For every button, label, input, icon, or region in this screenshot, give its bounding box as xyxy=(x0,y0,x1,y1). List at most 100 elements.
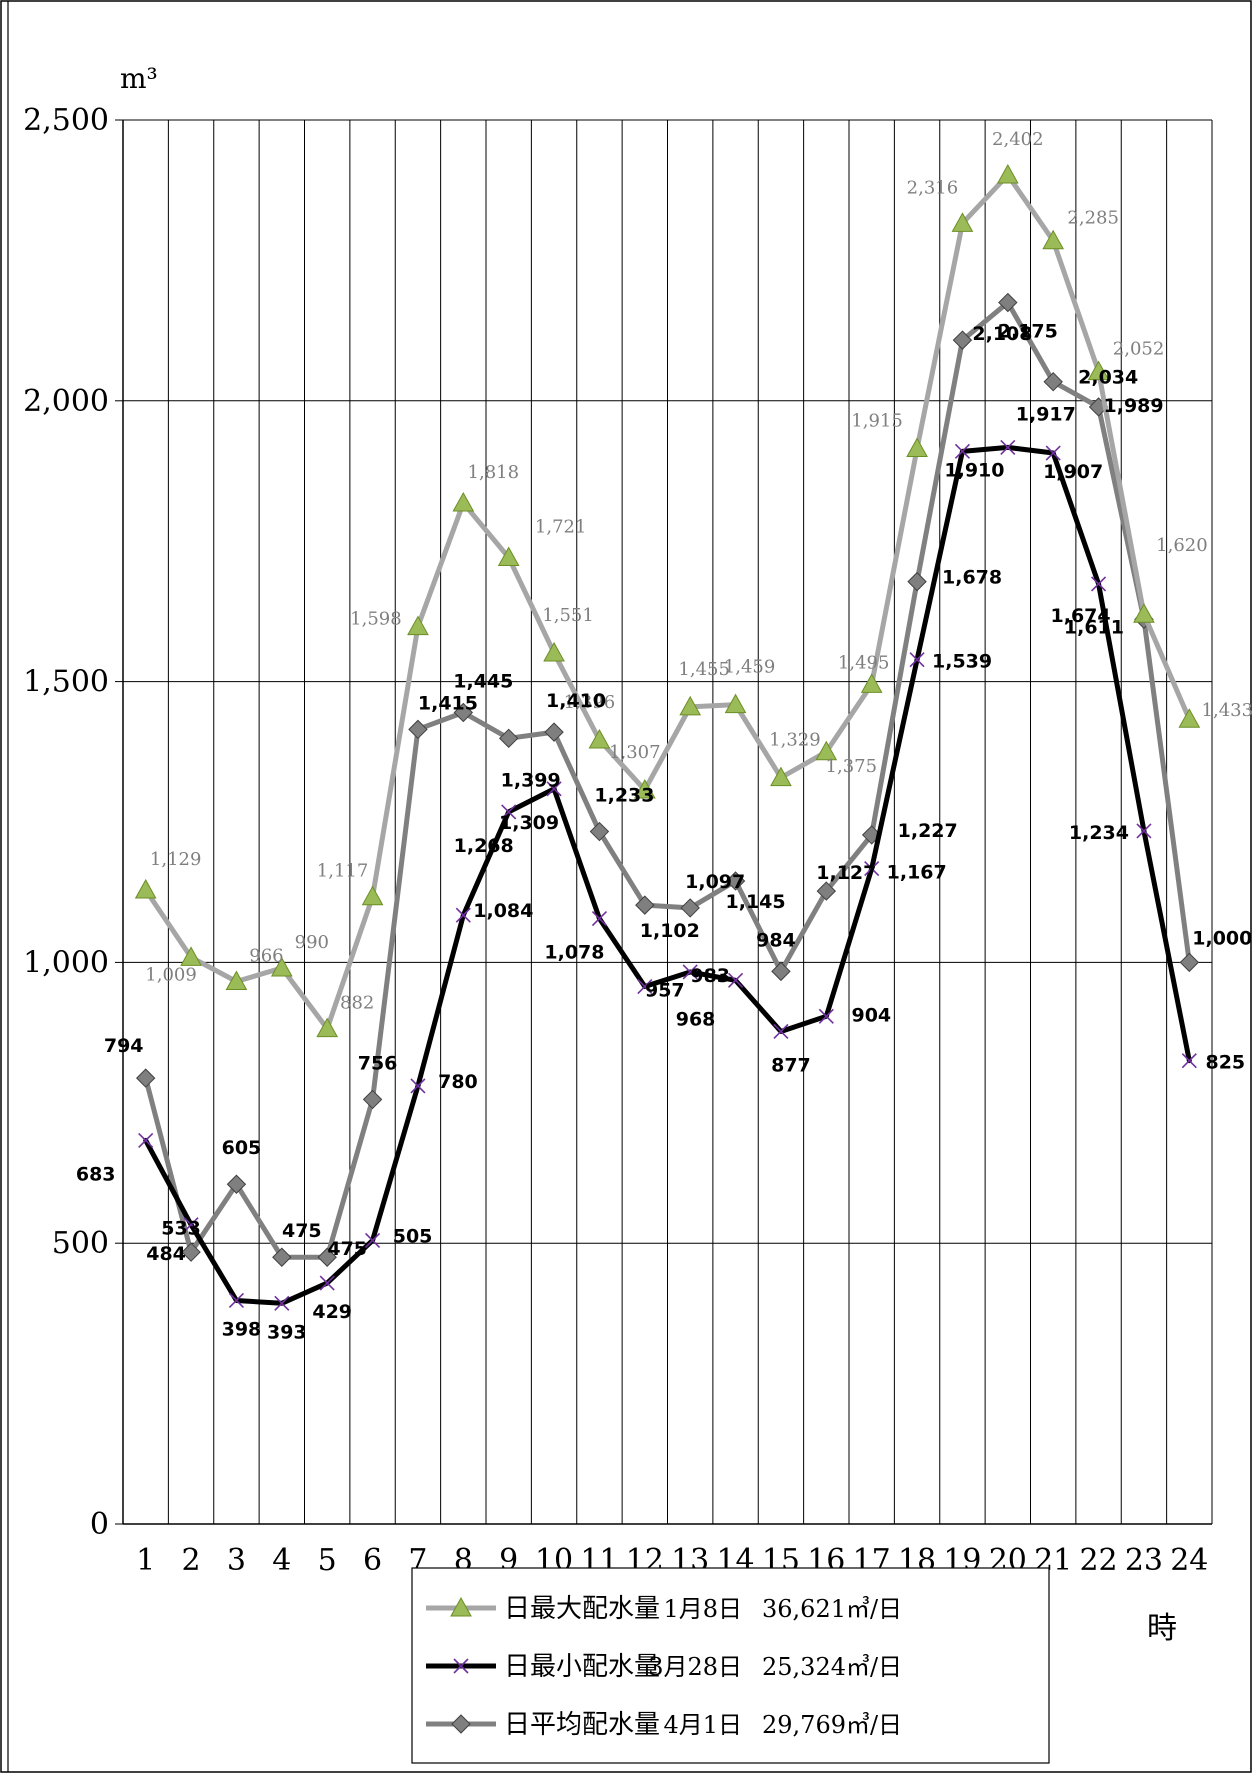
series-point-x-stroke-b xyxy=(319,1275,335,1291)
legend-name: 日最小配水量 xyxy=(504,1652,660,1682)
series-point-x xyxy=(138,1132,154,1148)
series-point-x xyxy=(1090,576,1107,592)
x-axis-label: 時 xyxy=(1147,1611,1177,1646)
data-label: 2,402 xyxy=(992,129,1044,150)
data-label: 966 xyxy=(249,945,283,966)
data-label: 1,097 xyxy=(685,871,745,893)
data-label: 2,316 xyxy=(907,177,959,198)
xtick-label: 24 xyxy=(1170,1543,1208,1578)
data-label: 1,167 xyxy=(887,862,947,884)
series-point-x xyxy=(364,1232,381,1248)
data-label: 1,678 xyxy=(942,567,1002,589)
series-point-triangle xyxy=(724,693,747,714)
series-point-x-stroke-b xyxy=(637,978,653,995)
data-label: 1,145 xyxy=(726,891,786,913)
grid xyxy=(122,119,1213,1525)
series-point-x-stroke-b xyxy=(546,781,562,797)
series-point-x-stroke-b xyxy=(954,443,971,459)
legend-marker-x xyxy=(453,1658,469,1674)
data-label: 1,495 xyxy=(838,652,890,673)
legend-name: 日平均配水量 xyxy=(504,1710,660,1740)
series-point-diamond xyxy=(816,881,837,901)
legend-marker-diamond xyxy=(451,1714,471,1734)
data-label: 957 xyxy=(645,980,685,1002)
series-point-x xyxy=(727,972,744,988)
series-point-x xyxy=(183,1217,199,1233)
series-point-triangle xyxy=(1178,708,1201,728)
data-label: 1,611 xyxy=(1064,616,1124,638)
data-label: 1,127 xyxy=(816,862,876,884)
series-point-x-stroke-b xyxy=(183,1217,199,1233)
series-point-x-stroke-b xyxy=(682,964,698,980)
xtick-label: 1 xyxy=(136,1543,155,1578)
legend-total: 29,769㎥/日 xyxy=(762,1711,902,1739)
series-point-diamond xyxy=(181,1242,201,1262)
series-point-triangle xyxy=(1042,229,1065,250)
series-point-x xyxy=(864,861,880,877)
series-point-diamond xyxy=(1179,952,1200,973)
data-label: 877 xyxy=(771,1054,811,1076)
ytick-label: 0 xyxy=(90,1507,109,1542)
ytick-label: 2,000 xyxy=(23,384,109,419)
data-label: 2,108 xyxy=(972,323,1032,345)
series-point-triangle xyxy=(860,673,883,693)
data-label: 1,539 xyxy=(932,651,992,673)
xtick-label: 5 xyxy=(318,1543,337,1578)
data-label: 756 xyxy=(358,1052,398,1074)
series-point-x-stroke-b xyxy=(455,907,471,923)
series-point-diamond xyxy=(135,1068,156,1088)
series-point-x xyxy=(274,1295,290,1311)
data-label: 794 xyxy=(104,1035,144,1057)
series-point-x-stroke-b xyxy=(818,1008,834,1024)
series-1 xyxy=(138,439,1197,1311)
series-point-triangle xyxy=(361,885,384,906)
data-label: 1,818 xyxy=(468,462,520,483)
series-point-triangle xyxy=(497,546,520,566)
series-point-diamond xyxy=(635,895,655,915)
data-label: 1,396 xyxy=(564,692,616,713)
legend-date: 3月28日 xyxy=(648,1653,742,1681)
legend-marker-x-stroke-b xyxy=(453,1658,469,1674)
series-point-x xyxy=(909,652,925,668)
data-label: 780 xyxy=(438,1071,478,1093)
legend-date: 1月8日 xyxy=(663,1595,742,1623)
data-label: 1,459 xyxy=(724,657,776,678)
series-point-diamond xyxy=(408,719,428,740)
series-point-x-stroke-b xyxy=(1045,445,1061,461)
data-label: 882 xyxy=(340,993,374,1014)
series-point-triangle xyxy=(225,970,248,990)
xtick-label: 23 xyxy=(1125,1543,1163,1578)
data-label: 1,375 xyxy=(826,756,878,777)
data-label: 984 xyxy=(756,929,796,951)
data-label: 475 xyxy=(282,1220,322,1242)
series-point-triangle xyxy=(180,946,202,966)
data-label: 825 xyxy=(1205,1052,1245,1074)
data-label: 1,399 xyxy=(501,769,561,791)
series-point-x-stroke-b xyxy=(138,1132,154,1148)
data-label: 1,117 xyxy=(317,861,369,882)
series-point-triangle xyxy=(996,164,1019,184)
xtick-label: 22 xyxy=(1079,1543,1117,1578)
series-0 xyxy=(134,164,1201,1038)
legend-total: 25,324㎥/日 xyxy=(762,1653,902,1681)
series-point-triangle xyxy=(134,878,157,899)
series-point-x xyxy=(1045,445,1061,461)
xtick-label: 3 xyxy=(227,1543,246,1578)
data-label: 1,234 xyxy=(1069,822,1129,844)
series-point-x xyxy=(1000,439,1016,455)
series-point-diamond xyxy=(725,871,746,891)
series-point-diamond xyxy=(453,702,474,723)
xtick-label: 6 xyxy=(363,1543,382,1578)
xtick-label: 2 xyxy=(182,1543,201,1578)
series-point-x-stroke-b xyxy=(501,804,517,820)
series-point-x-stroke-b xyxy=(773,1023,789,1040)
data-label: 1,268 xyxy=(454,835,514,857)
series-point-diamond xyxy=(272,1247,292,1267)
series-point-x xyxy=(591,911,608,927)
data-label: 484 xyxy=(146,1243,186,1265)
series-point-x-stroke-b xyxy=(909,652,925,668)
data-label: 904 xyxy=(851,1004,891,1026)
series-point-triangle xyxy=(543,641,565,662)
series-point-x xyxy=(954,443,971,459)
